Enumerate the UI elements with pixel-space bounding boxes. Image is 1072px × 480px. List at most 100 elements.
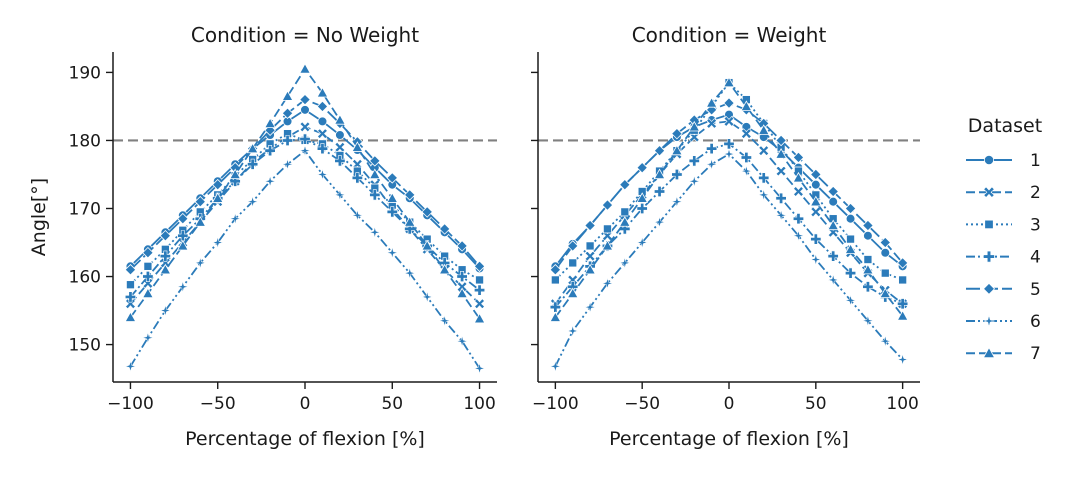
data-point	[861, 314, 875, 327]
data-point	[775, 165, 787, 177]
data-point	[827, 219, 840, 231]
data-point	[281, 90, 294, 101]
legend-title: Dataset	[968, 115, 1042, 137]
data-point	[124, 360, 137, 373]
data-point	[403, 216, 416, 227]
data-point	[438, 223, 451, 235]
data-point	[863, 230, 873, 241]
data-point	[335, 130, 345, 140]
data-point	[317, 116, 328, 127]
data-point	[636, 192, 649, 203]
data-point	[386, 206, 398, 218]
legend-entry-1: 1	[966, 151, 1041, 171]
data-point	[879, 287, 892, 299]
data-point	[403, 189, 416, 201]
data-point	[896, 353, 909, 366]
x-tick-label: 50	[805, 394, 827, 414]
data-point	[723, 97, 735, 109]
data-point	[740, 128, 752, 140]
data-point	[568, 258, 578, 268]
y-tick-label: 180	[69, 131, 101, 151]
data-point	[653, 215, 666, 229]
data-point	[583, 300, 597, 314]
data-point	[792, 171, 805, 183]
data-point	[566, 240, 579, 252]
data-point	[723, 116, 735, 127]
legend-marker	[983, 186, 995, 198]
data-point	[386, 192, 399, 203]
data-point	[844, 294, 857, 307]
series-line-6	[554, 152, 904, 367]
data-point	[438, 314, 451, 327]
data-point	[827, 273, 840, 287]
data-point	[316, 86, 329, 98]
data-point	[334, 114, 346, 125]
data-point	[898, 275, 908, 285]
data-point	[229, 212, 242, 225]
data-point	[775, 148, 787, 159]
data-point	[618, 216, 631, 227]
data-point	[620, 207, 630, 217]
data-point	[263, 175, 277, 188]
y-tick-label: 170	[69, 199, 101, 219]
data-point	[792, 229, 805, 242]
data-point	[705, 158, 718, 171]
x-tick-label: −50	[200, 394, 236, 414]
data-point	[601, 277, 614, 290]
data-point	[404, 223, 416, 235]
data-point	[455, 335, 469, 348]
data-point	[211, 192, 224, 203]
legend-entry-4: 4	[966, 248, 1041, 268]
data-point	[809, 195, 822, 207]
data-point	[143, 261, 153, 271]
legend-entry-2: 2	[966, 183, 1041, 203]
data-point	[723, 76, 735, 88]
data-point	[246, 142, 259, 154]
legend-label: 2	[1030, 183, 1041, 203]
legend-marker	[983, 250, 995, 263]
data-point	[298, 144, 312, 157]
data-point	[176, 239, 189, 251]
data-point	[827, 250, 839, 262]
x-tick-label: 50	[381, 394, 403, 414]
data-point	[473, 260, 486, 273]
data-point	[671, 168, 683, 180]
data-point	[722, 147, 736, 161]
data-point	[792, 213, 804, 225]
data-point	[474, 298, 485, 310]
data-point	[369, 155, 381, 167]
data-point	[316, 168, 329, 181]
data-point	[299, 93, 311, 106]
y-tick-label: 160	[69, 268, 101, 288]
data-point	[810, 206, 822, 218]
series-line-3	[554, 81, 903, 281]
data-point	[740, 164, 753, 178]
data-point	[549, 263, 562, 276]
x-tick-label: 100	[886, 394, 918, 414]
data-point	[176, 280, 189, 293]
data-point	[403, 266, 416, 280]
legend-marker	[982, 314, 996, 328]
data-point	[475, 275, 485, 285]
legend-label: 6	[1030, 312, 1041, 332]
data-point	[862, 219, 874, 232]
data-point	[863, 255, 873, 264]
panel-no-weight: −100 −50 0 50 100 150 160 170 180 190 Condition = …	[28, 23, 497, 450]
data-point	[549, 301, 561, 313]
data-point	[619, 223, 631, 235]
data-point	[619, 178, 631, 191]
data-point	[810, 179, 821, 190]
series-4	[549, 138, 909, 313]
data-point	[334, 155, 346, 167]
data-point	[845, 267, 857, 279]
data-point	[229, 175, 241, 187]
data-point	[584, 263, 596, 275]
data-point	[177, 230, 189, 242]
data-point	[351, 172, 363, 184]
data-point	[654, 185, 666, 197]
data-point	[351, 209, 364, 222]
data-point	[549, 311, 562, 322]
data-point	[845, 213, 856, 224]
series-4	[124, 133, 486, 303]
panel-weight: −100 −50 0 50 100 Condition = Weight Percentag…	[531, 23, 920, 450]
